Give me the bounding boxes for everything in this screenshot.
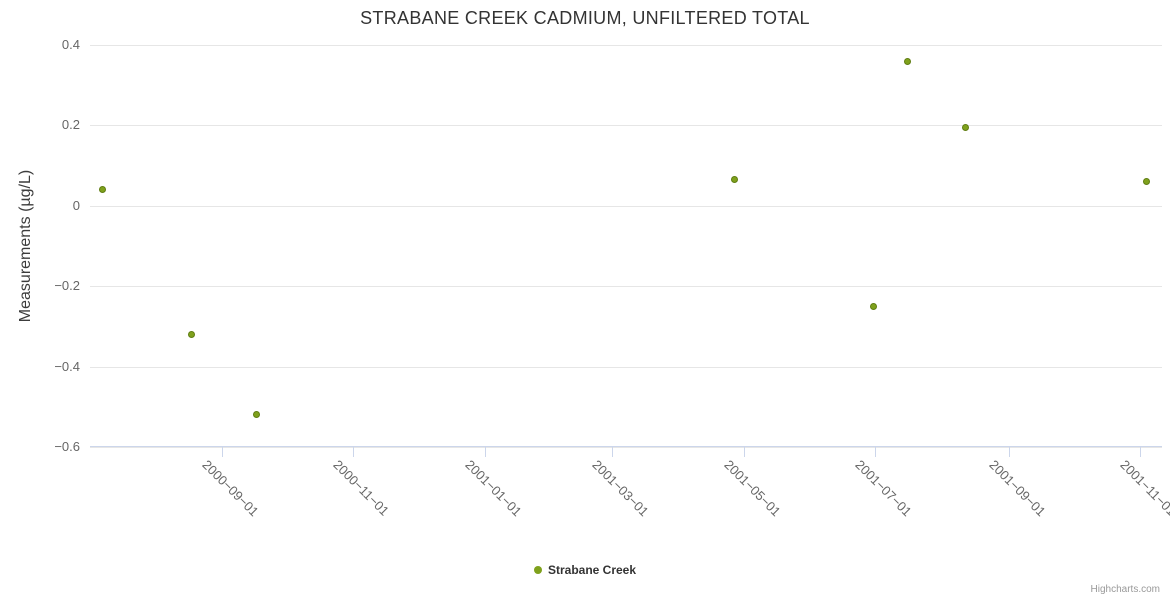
chart-title: STRABANE CREEK CADMIUM, UNFILTERED TOTAL	[360, 8, 810, 28]
gridline	[90, 205, 1162, 207]
gridline	[90, 125, 1162, 127]
gridline	[90, 286, 1162, 288]
y-axis-title: Measurements (µg/L)	[17, 169, 34, 323]
x-axis-tick	[221, 447, 223, 457]
data-point[interactable]	[1143, 178, 1151, 186]
legend-label: Strabane Creek	[547, 563, 637, 577]
x-axis-tick	[612, 447, 613, 457]
legend-item-strabane-creek[interactable]: Strabane Creek	[0, 563, 1170, 577]
y-axis-tick-label: 0	[72, 197, 80, 213]
data-point[interactable]	[962, 123, 970, 131]
x-axis-tick-label: 2001−09−01	[986, 457, 1049, 520]
x-axis-tick-label: 2001−07−01	[852, 457, 915, 520]
x-axis-tick-label: 2001−05−01	[720, 457, 784, 520]
y-axis-tick-label: 0.4	[61, 37, 80, 52]
data-point[interactable]	[187, 330, 195, 338]
data-point[interactable]	[904, 57, 911, 65]
x-axis-tick-label: 2000−09−01	[198, 457, 262, 520]
gridline	[90, 45, 1162, 46]
y-axis-tick-label: −0.2	[54, 278, 80, 294]
plot-area	[90, 45, 1162, 447]
x-axis-tick	[743, 447, 745, 457]
data-point[interactable]	[99, 186, 107, 194]
x-axis-tick	[1140, 447, 1142, 457]
x-axis-tick-label: 2001−01−01	[462, 457, 525, 520]
data-point[interactable]	[869, 302, 877, 310]
legend-marker-icon	[533, 566, 542, 574]
x-axis-tick-label: 2001−11−01	[1117, 457, 1170, 519]
highcharts-credits-link[interactable]: Highcharts.com	[1090, 584, 1160, 595]
gridline	[90, 366, 1162, 368]
x-axis-tick	[875, 447, 877, 457]
y-axis-tick-label: −0.4	[54, 358, 80, 374]
x-axis-tick-label: 2001−03−01	[589, 457, 652, 520]
x-axis-tick	[353, 447, 355, 457]
x-axis-tick	[484, 447, 486, 457]
gridline	[90, 447, 1162, 448]
x-axis-tick	[1008, 447, 1010, 457]
data-point[interactable]	[252, 411, 260, 419]
y-axis-tick-label: −0.6	[54, 439, 80, 454]
y-axis-tick-label: 0.2	[61, 117, 80, 133]
x-axis-tick-label: 2000−11−01	[330, 457, 393, 519]
data-point[interactable]	[731, 176, 739, 184]
